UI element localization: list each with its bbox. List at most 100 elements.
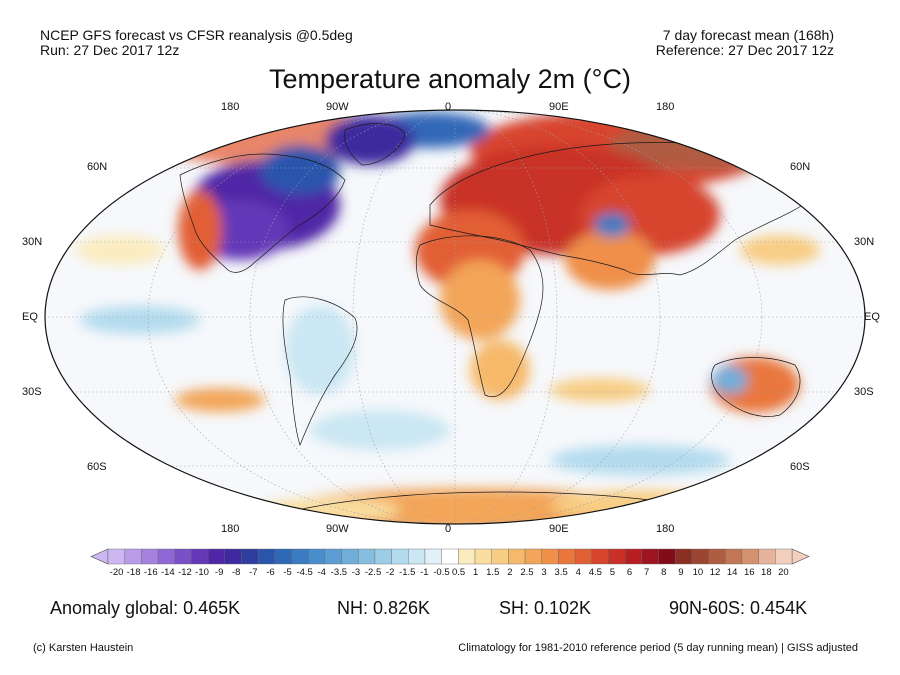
colorbar-swatch (675, 548, 693, 565)
colorbar-tick-label: 10 (692, 567, 704, 578)
colorbar-tick-label: 20 (778, 567, 789, 578)
graticule (45, 110, 865, 524)
colorbar-swatch (725, 548, 743, 565)
colorbar-swatch (157, 548, 175, 565)
colorbar-swatch (658, 548, 676, 565)
lon-label-bottom-180e: 180 (656, 523, 675, 535)
colorbar-swatch (741, 548, 759, 565)
colorbar-tick-label: -2 (385, 567, 395, 578)
lat-label-left-60n: 60N (87, 161, 108, 173)
lon-label-bottom-180w: 180 (221, 523, 240, 535)
lon-label-top-180w: 180 (221, 101, 240, 113)
map-border (44, 109, 866, 525)
colorbar-swatch (591, 548, 609, 565)
colorbar-tick-label: 4.5 (588, 567, 602, 578)
colorbar-tick-label: -14 (160, 567, 175, 578)
colorbar-tick-label: -9 (214, 567, 224, 578)
colorbar-tick-label: -12 (178, 567, 192, 578)
colorbar-swatch (458, 548, 476, 565)
colorbar-tick-label: 14 (726, 567, 738, 578)
colorbar-tick-label: 8 (661, 567, 667, 578)
colorbar-tick-label: 12 (709, 567, 721, 578)
colorbar-tick-label: 18 (761, 567, 772, 578)
colorbar-swatch (775, 548, 793, 565)
colorbar-tick-label: -2.5 (364, 567, 382, 578)
colorbar-swatch (257, 548, 276, 565)
colorbar-tick-label: -1.5 (399, 567, 416, 578)
lat-label-right-30n: 30N (854, 236, 875, 248)
lat-label-right-eq: EQ (864, 311, 880, 323)
colorbar-tick-label: 3 (541, 567, 547, 578)
run-time: Run: 27 Dec 2017 12z (40, 42, 180, 58)
colorbar-extend-high (791, 548, 810, 565)
colorbar-swatch (708, 548, 726, 565)
colorbar-swatch (491, 548, 509, 565)
stat-90n-60s: 90N-60S: 0.454K (669, 598, 808, 618)
colorbar-tick-label: 2.5 (520, 567, 534, 578)
map-title: Temperature anomaly 2m (°C) (269, 64, 631, 94)
lat-label-right-60n: 60N (790, 161, 811, 173)
colorbar-tick-label: -3 (351, 567, 361, 578)
credit: (c) Karsten Haustein (33, 642, 134, 654)
model-description: NCEP GFS forecast vs CFSR reanalysis @0.… (40, 27, 353, 43)
colorbar-swatch (424, 548, 442, 565)
colorbar-tick-label: -6 (266, 567, 275, 578)
colorbar-swatch (141, 548, 159, 565)
reference-time: Reference: 27 Dec 2017 12z (655, 42, 834, 58)
lon-label-bottom-90w: 90W (326, 523, 349, 535)
colorbar-swatch (408, 548, 426, 565)
colorbar-tick-label: -7 (249, 567, 258, 578)
colorbar-swatch (474, 548, 492, 565)
colorbar-swatch (307, 548, 326, 565)
stat-sh: SH: 0.102K (499, 598, 592, 618)
colorbar-tick-label: 1 (472, 567, 479, 578)
stat-nh: NH: 0.826K (337, 598, 431, 618)
colorbar-tick-label: -4 (317, 567, 326, 578)
colorbar-swatch (641, 548, 659, 565)
forecast-period: 7 day forecast mean (168h) (662, 27, 834, 43)
stat-global: Anomaly global: 0.465K (50, 598, 241, 618)
colorbar-tick-label: -8 (232, 567, 241, 578)
colorbar-tick-label: 1.5 (486, 567, 500, 578)
colorbar-tick-label: -10 (195, 567, 209, 578)
colorbar-swatch (241, 548, 259, 565)
colorbar-extend-low (90, 548, 109, 565)
colorbar-swatch (508, 548, 526, 565)
colorbar-swatch (558, 548, 576, 565)
colorbar-swatch (441, 548, 459, 565)
colorbar-tick-label: -16 (143, 567, 158, 578)
lon-label-top-90w: 90W (326, 101, 349, 113)
colorbar-tick-label: -5 (283, 567, 292, 578)
colorbar-swatch (358, 548, 376, 565)
lat-label-right-30s: 30S (854, 386, 874, 398)
lat-label-left-60s: 60S (87, 461, 107, 473)
lat-label-left-30n: 30N (22, 236, 43, 248)
colorbar-tick-label: 6 (626, 567, 633, 578)
colorbar-tick-label: 2 (507, 567, 513, 578)
lat-label-left-eq: EQ (22, 311, 38, 323)
colorbar-swatch (374, 548, 392, 565)
colorbar-swatch (107, 548, 125, 565)
lat-label-right-60s: 60S (790, 461, 810, 473)
lon-label-bottom-0: 0 (445, 523, 452, 535)
colorbar-swatch (291, 548, 309, 565)
colorbar-swatch (124, 548, 142, 565)
colorbar-swatch (574, 548, 593, 565)
colorbar-swatch (758, 548, 776, 565)
colorbar-tick-label: 9 (678, 567, 684, 578)
colorbar-swatch (174, 548, 192, 565)
colorbar-tick-label: -3.5 (330, 567, 348, 578)
lon-label-top-0: 0 (445, 101, 452, 113)
colorbar-tick-label: 4 (575, 567, 581, 578)
colorbar-tick-label: -0.5 (433, 567, 450, 578)
colorbar-swatch (541, 548, 559, 565)
colorbar-tick-label: 3.5 (554, 567, 568, 578)
colorbar-swatch (191, 548, 209, 565)
colorbar-swatch (224, 548, 242, 565)
lat-label-left-30s: 30S (22, 386, 42, 398)
colorbar-tick-label: 0.5 (451, 567, 466, 578)
colorbar-swatch (391, 548, 409, 565)
colorbar-swatch (324, 548, 342, 565)
